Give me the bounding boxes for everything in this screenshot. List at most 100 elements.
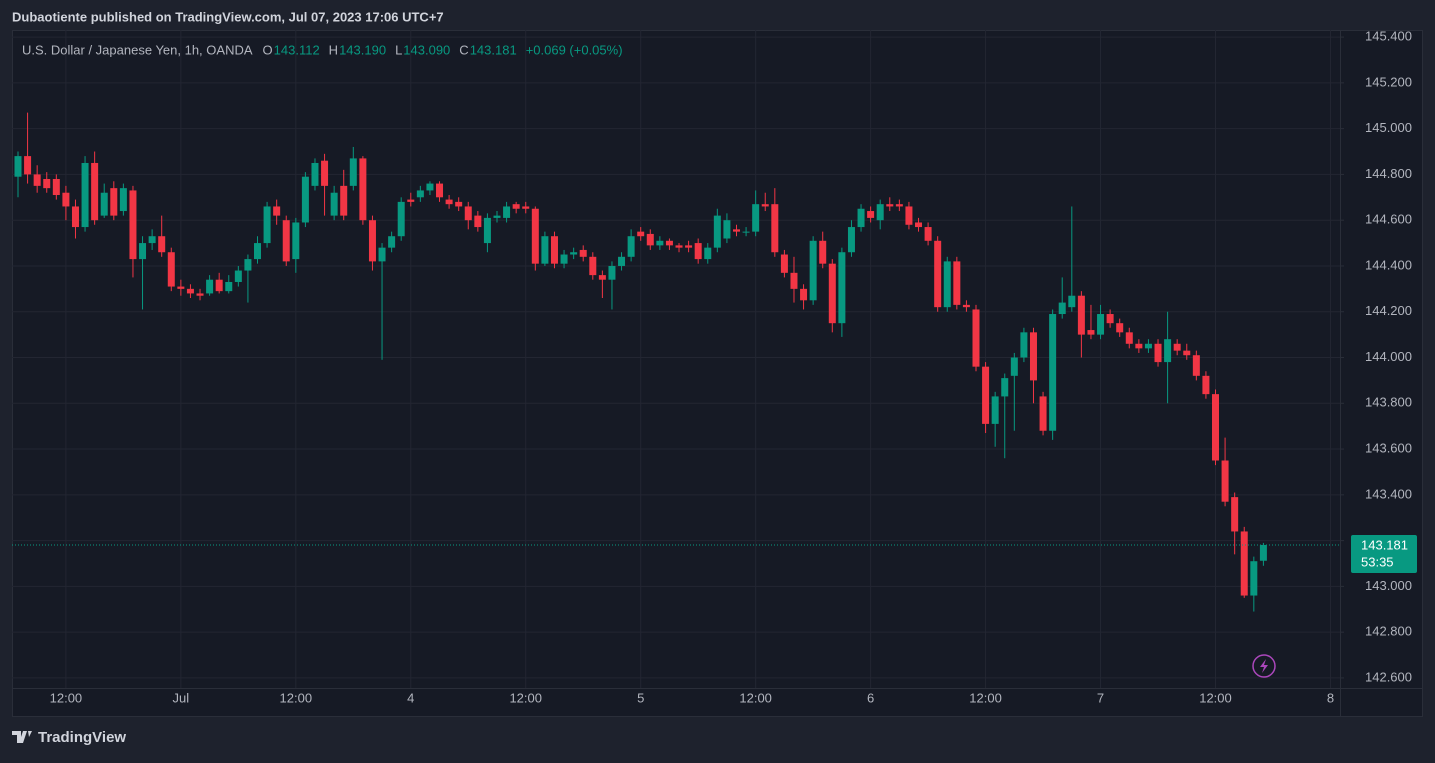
candle-body xyxy=(483,217,491,244)
y-tick-label: 145.400 xyxy=(1365,29,1412,44)
x-tick-label: 12:00 xyxy=(509,690,542,705)
y-tick-label: 142.800 xyxy=(1365,624,1412,639)
candle-body xyxy=(1029,332,1037,381)
candle-body xyxy=(637,231,645,237)
candle-body xyxy=(570,252,578,255)
candle-body xyxy=(1010,357,1018,376)
candle-body xyxy=(991,396,999,424)
candle-body xyxy=(416,190,424,198)
y-tick-label: 143.800 xyxy=(1365,395,1412,410)
candle-body xyxy=(589,256,597,276)
candle-body xyxy=(752,204,760,232)
candle-body xyxy=(713,215,721,248)
axes: 142.600142.800143.000143.200143.400143.6… xyxy=(12,29,1412,705)
candle-body xyxy=(368,220,376,262)
candle-body xyxy=(378,247,386,262)
y-tick-label: 143.400 xyxy=(1365,486,1412,501)
candle-body xyxy=(349,158,357,186)
candle-body xyxy=(761,204,769,207)
candle-body xyxy=(790,272,798,289)
candle-body xyxy=(436,183,444,198)
candle-body xyxy=(1164,339,1172,363)
candle-body xyxy=(982,366,990,424)
candle-body xyxy=(321,160,329,186)
candle-body xyxy=(541,236,549,264)
candle-body xyxy=(694,243,702,260)
candle-body xyxy=(244,259,252,271)
x-tick-label: 4 xyxy=(407,690,414,705)
header-key: C xyxy=(459,42,468,57)
candle-body xyxy=(1212,394,1219,461)
candle-body xyxy=(158,236,166,253)
candle-body xyxy=(1250,561,1258,596)
candle-body xyxy=(206,279,214,294)
candle-body xyxy=(196,293,204,296)
x-tick-label: 12:00 xyxy=(1199,690,1232,705)
y-tick-label: 144.800 xyxy=(1365,166,1412,181)
candle-body xyxy=(445,199,453,205)
candle-body xyxy=(1001,378,1009,397)
published-note: Dubaotiente published on TradingView.com… xyxy=(12,9,444,24)
candle-body xyxy=(1058,302,1066,315)
candle-body xyxy=(1154,343,1162,363)
candle-body xyxy=(656,240,664,246)
candle-body xyxy=(627,236,635,257)
header-key: L xyxy=(395,42,402,57)
candle-body xyxy=(723,220,731,239)
candle-body xyxy=(704,247,712,260)
x-tick-label: 12:00 xyxy=(969,690,1002,705)
last-price-label: 143.181 xyxy=(1361,537,1408,552)
candle-body xyxy=(1125,332,1133,344)
brand-logo xyxy=(12,731,32,743)
header-key: O xyxy=(263,42,273,57)
candle-body xyxy=(1135,343,1143,349)
candle-body xyxy=(867,211,875,218)
x-tick-label: 5 xyxy=(637,690,644,705)
candle-body xyxy=(1087,330,1095,335)
candle-body xyxy=(330,192,338,216)
x-tick-label: 7 xyxy=(1097,690,1104,705)
candle-body xyxy=(522,206,530,209)
brand-name: TradingView xyxy=(38,729,126,746)
candle-body xyxy=(493,215,501,218)
candle-body xyxy=(254,243,261,260)
candle-body xyxy=(503,206,511,218)
candle-body xyxy=(618,256,626,266)
candle-body xyxy=(139,243,147,260)
x-tick-label: 6 xyxy=(867,690,874,705)
alert-bolt xyxy=(1260,659,1268,673)
chart-panel xyxy=(12,30,1423,717)
header-value: 143.090 xyxy=(403,42,450,57)
candle-body xyxy=(14,156,22,177)
candle-body xyxy=(426,183,434,191)
candle-body xyxy=(924,227,932,241)
candle-body xyxy=(733,229,740,232)
candle-body xyxy=(512,204,520,209)
candle-body xyxy=(282,220,290,262)
candle-body xyxy=(388,236,396,248)
candle-body xyxy=(225,281,233,292)
candle-body xyxy=(895,204,903,207)
candle-body xyxy=(52,178,60,196)
candle-body xyxy=(780,254,788,273)
ohlc-header: O 143.112 H 143.190 L 143.090 C 143.181 +0.069 (… xyxy=(263,42,623,57)
header-change: +0.069 (+0.05%) xyxy=(526,42,623,57)
candle-body xyxy=(646,233,654,246)
candle-body xyxy=(800,288,808,301)
x-tick-label: 12:00 xyxy=(50,690,83,705)
y-tick-label: 145.200 xyxy=(1365,74,1412,89)
alert-icon[interactable] xyxy=(1252,654,1276,678)
candle-body xyxy=(186,288,194,294)
candle-body xyxy=(292,222,300,260)
candle-body xyxy=(91,162,99,221)
candle-body xyxy=(215,279,223,292)
candle-body xyxy=(809,240,817,301)
candle-body xyxy=(33,174,41,186)
candle-body xyxy=(857,208,865,228)
candle-body xyxy=(62,192,70,207)
candle-body xyxy=(455,201,463,207)
y-tick-label: 144.000 xyxy=(1365,349,1412,364)
candle-body xyxy=(742,231,750,233)
candle-body xyxy=(1106,314,1114,324)
